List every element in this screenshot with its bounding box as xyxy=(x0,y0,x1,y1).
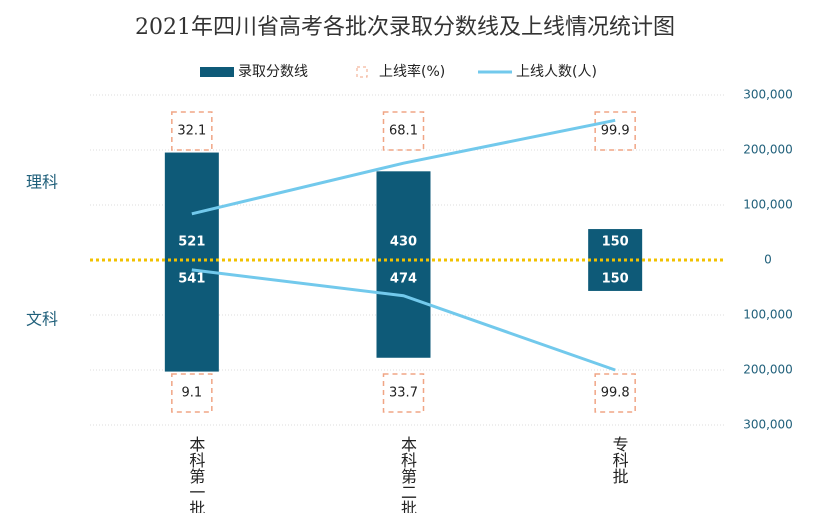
rate-box xyxy=(382,111,425,151)
rate-label: 9.1 xyxy=(181,386,202,401)
bar-value-label: 541 xyxy=(178,272,205,287)
line xyxy=(191,268,616,372)
rate-box xyxy=(594,111,636,151)
rate-label: 68.1 xyxy=(389,124,418,139)
legend-label: 录取分数线 xyxy=(238,64,308,80)
x-tick-label: 专科批 xyxy=(610,436,629,484)
legend-label: 上线率(%) xyxy=(379,63,445,80)
bar xyxy=(588,229,643,260)
bar-value-label: 430 xyxy=(390,235,417,250)
group-label: 文科 xyxy=(26,310,58,329)
y-tick-label: 200,000 xyxy=(743,363,793,377)
rate-box xyxy=(171,111,213,151)
x-tick-label: 本科第一批 xyxy=(186,436,205,513)
bar xyxy=(376,171,431,260)
bar xyxy=(164,152,219,260)
legend-swatch xyxy=(356,66,368,78)
bar xyxy=(588,260,643,291)
bar-value-label: 150 xyxy=(602,235,629,250)
legend-label: 上线人数(人) xyxy=(516,64,597,80)
bar-value-label: 150 xyxy=(602,272,629,287)
y-tick-label: 300,000 xyxy=(743,418,793,432)
bar xyxy=(376,260,431,358)
rate-label: 33.7 xyxy=(389,386,418,401)
rate-box xyxy=(594,373,636,413)
y-tick-label: 0 xyxy=(764,253,772,267)
chart-title: 2021年四川省高考各批次录取分数线及上线情况统计图 xyxy=(135,15,675,40)
y-tick-label: 100,000 xyxy=(743,198,793,212)
rate-label: 32.1 xyxy=(177,124,206,139)
line xyxy=(191,118,616,216)
rate-label: 99.9 xyxy=(601,124,630,139)
rate-box xyxy=(171,373,213,413)
x-tick-label: 本科第二批 xyxy=(398,436,417,513)
bar-value-label: 474 xyxy=(390,272,417,287)
legend-swatch xyxy=(200,67,234,77)
y-tick-label: 300,000 xyxy=(743,88,793,102)
bar xyxy=(164,260,219,372)
group-label: 理科 xyxy=(26,173,58,192)
y-tick-label: 200,000 xyxy=(743,143,793,157)
y-tick-label: 100,000 xyxy=(743,308,793,322)
rate-label: 99.8 xyxy=(601,386,630,401)
rate-box xyxy=(382,373,425,413)
bar-value-label: 521 xyxy=(178,235,205,250)
